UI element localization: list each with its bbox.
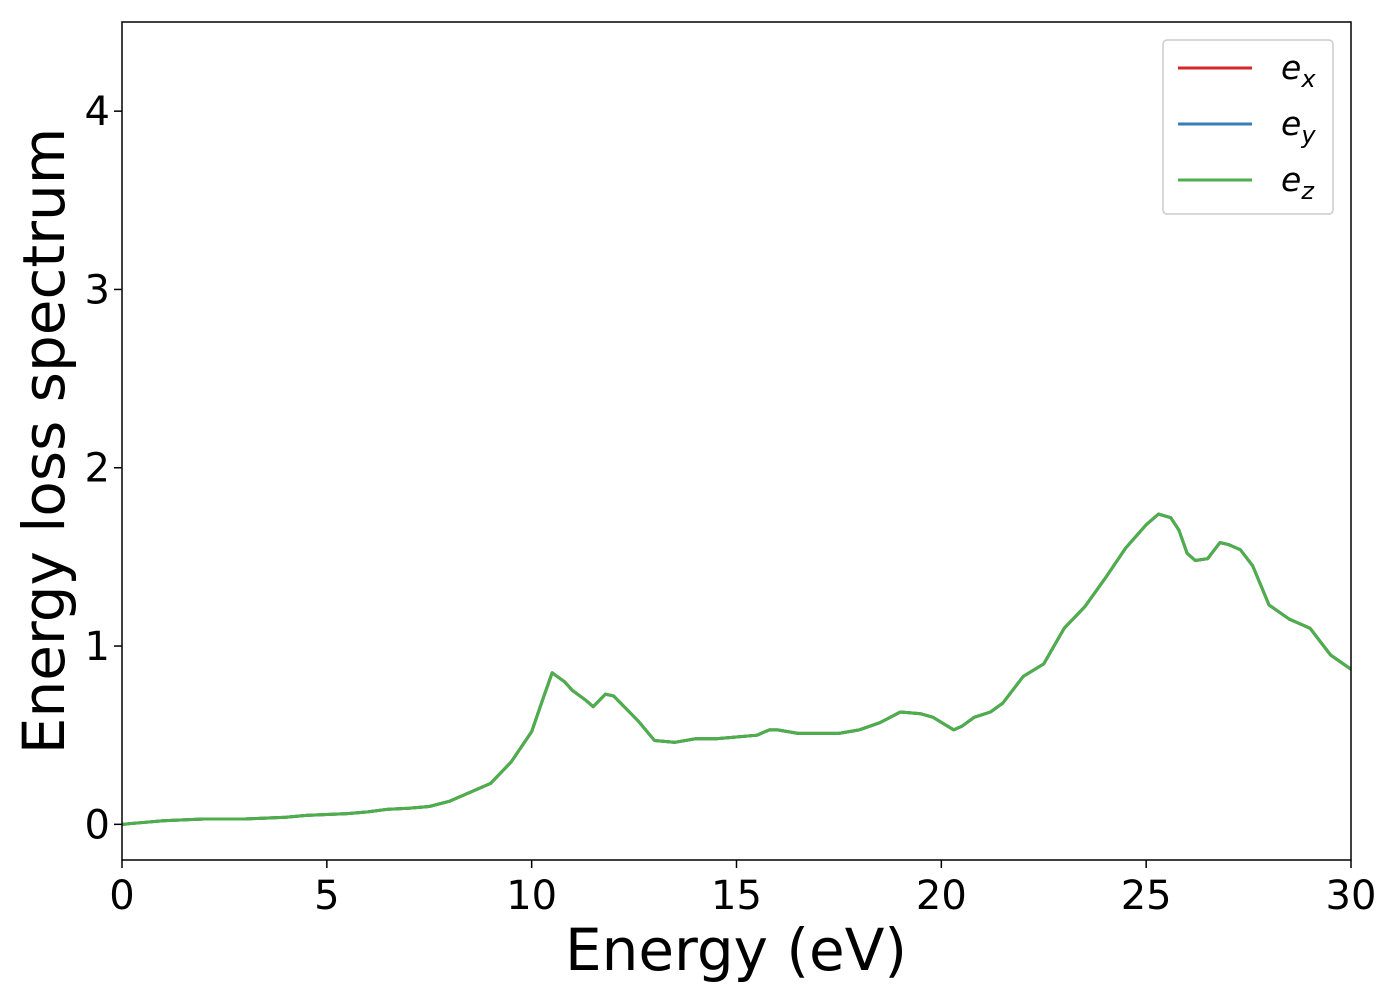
- series-line-e-x: [122, 512, 1351, 826]
- x-axis: 0 5 10 15 20 25 30: [109, 860, 1376, 919]
- y-tick-label: 4: [85, 89, 110, 135]
- y-tick-label: 3: [85, 267, 110, 313]
- y-tick-label: 2: [85, 446, 110, 492]
- series-line-e-y: [122, 512, 1351, 826]
- series-line-e-z: [122, 512, 1351, 826]
- x-tick-label: 30: [1326, 873, 1377, 919]
- x-tick-label: 10: [506, 873, 557, 919]
- series-layer: [122, 512, 1351, 826]
- y-tick-label: 1: [85, 624, 110, 670]
- legend-label-x: ex: [1281, 48, 1316, 93]
- x-tick-label: 0: [109, 873, 134, 919]
- legend-box: [1162, 39, 1334, 215]
- y-axis-label: Energy loss spectrum: [10, 128, 78, 754]
- legend-label-y: ey: [1281, 104, 1316, 149]
- x-tick-label: 20: [916, 873, 967, 919]
- y-axis: 0 1 2 3 4: [85, 89, 122, 848]
- y-tick-label: 0: [85, 802, 110, 848]
- x-axis-label: Energy (eV): [565, 916, 907, 984]
- x-tick-label: 25: [1121, 873, 1172, 919]
- x-tick-label: 15: [711, 873, 762, 919]
- legend-label-z: ez: [1281, 160, 1315, 205]
- legend: ex ey ez: [1162, 39, 1334, 215]
- x-tick-label: 5: [314, 873, 339, 919]
